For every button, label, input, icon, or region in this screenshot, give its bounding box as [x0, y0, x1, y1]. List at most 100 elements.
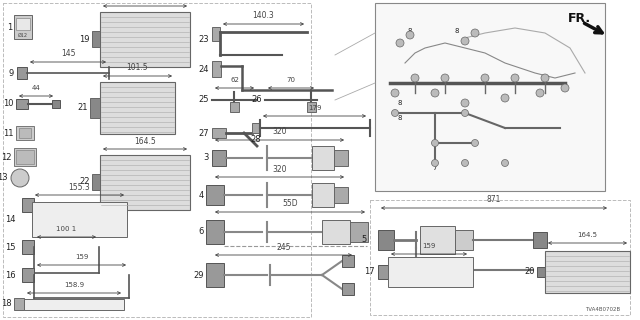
Bar	[206, 220, 224, 244]
Circle shape	[11, 169, 29, 187]
Bar	[19, 128, 31, 138]
Bar	[3, 3, 311, 317]
Text: 101.5: 101.5	[127, 63, 148, 73]
Text: 159: 159	[75, 254, 88, 260]
Bar	[342, 283, 354, 295]
Bar	[230, 102, 239, 112]
Bar	[17, 67, 27, 79]
Text: 13: 13	[0, 173, 8, 182]
Circle shape	[536, 89, 544, 97]
Text: 320: 320	[272, 164, 287, 173]
Text: 20: 20	[525, 268, 535, 276]
Circle shape	[396, 39, 404, 47]
Circle shape	[472, 140, 479, 147]
Circle shape	[561, 84, 569, 92]
Bar	[252, 123, 260, 133]
Text: 3: 3	[204, 154, 209, 163]
Text: 164.5: 164.5	[134, 137, 156, 146]
Text: 145: 145	[61, 50, 76, 59]
Bar	[32, 202, 127, 237]
Circle shape	[461, 159, 468, 166]
Bar	[100, 12, 190, 67]
Text: 44: 44	[31, 85, 40, 91]
Circle shape	[461, 109, 468, 116]
Text: 164.5: 164.5	[577, 232, 598, 238]
Bar	[545, 251, 630, 293]
Text: 6: 6	[198, 228, 204, 236]
Text: 245: 245	[276, 243, 291, 252]
Bar	[22, 268, 34, 282]
Bar	[14, 15, 32, 39]
Circle shape	[441, 74, 449, 82]
Bar	[334, 150, 348, 166]
Bar	[16, 150, 34, 164]
Bar	[206, 185, 224, 205]
Text: 1: 1	[7, 22, 12, 31]
Text: Ø12: Ø12	[18, 33, 28, 37]
Bar	[16, 99, 28, 109]
Bar	[212, 128, 226, 138]
Circle shape	[461, 99, 469, 107]
Text: 26: 26	[252, 95, 262, 105]
Circle shape	[431, 159, 438, 166]
Bar	[566, 10, 628, 48]
Circle shape	[502, 159, 509, 166]
Circle shape	[501, 94, 509, 102]
Bar	[533, 232, 547, 248]
Text: 100 1: 100 1	[56, 226, 77, 232]
Bar	[312, 146, 334, 170]
Circle shape	[392, 109, 399, 116]
Text: 140.3: 140.3	[253, 12, 275, 20]
Text: 70: 70	[287, 77, 296, 83]
Text: 155.3: 155.3	[68, 182, 90, 191]
Text: 158.9: 158.9	[64, 282, 84, 288]
Bar	[334, 187, 348, 203]
Text: 18: 18	[1, 300, 12, 308]
Text: 8: 8	[455, 28, 460, 34]
Bar	[16, 126, 34, 140]
Bar	[14, 148, 36, 166]
Bar	[342, 255, 354, 267]
Text: 24: 24	[198, 66, 209, 75]
Bar	[212, 61, 221, 77]
Circle shape	[391, 89, 399, 97]
Bar	[307, 102, 316, 112]
Bar	[212, 27, 220, 41]
Text: 320: 320	[272, 127, 287, 137]
Bar	[206, 263, 224, 287]
Bar	[16, 18, 30, 30]
Circle shape	[431, 89, 439, 97]
Bar	[375, 3, 605, 191]
Bar	[388, 257, 473, 287]
Bar	[455, 230, 473, 250]
Text: 27: 27	[198, 129, 209, 138]
Text: FR.: FR.	[568, 12, 591, 25]
Text: 14: 14	[6, 214, 16, 223]
Text: 10: 10	[3, 100, 14, 108]
Text: 5: 5	[362, 236, 367, 244]
Text: 28: 28	[250, 135, 260, 145]
Text: 15: 15	[6, 243, 16, 252]
Bar	[100, 82, 175, 134]
Bar	[378, 265, 388, 279]
Text: 17: 17	[364, 268, 375, 276]
Bar	[370, 200, 630, 315]
Text: 62: 62	[230, 77, 239, 83]
Bar	[322, 220, 350, 244]
Bar	[52, 100, 60, 108]
Text: 16: 16	[5, 270, 16, 279]
Text: 19: 19	[79, 35, 90, 44]
Text: 4: 4	[199, 190, 204, 199]
Text: 8: 8	[408, 28, 412, 34]
Text: 164.5: 164.5	[134, 0, 156, 3]
Circle shape	[481, 74, 489, 82]
Bar	[14, 298, 24, 310]
Text: 179: 179	[308, 105, 321, 111]
Bar	[212, 150, 226, 166]
Bar	[22, 240, 34, 254]
Text: 7: 7	[433, 165, 437, 171]
Circle shape	[431, 140, 438, 147]
Bar	[92, 31, 100, 47]
Text: TVA4B0702B: TVA4B0702B	[585, 307, 620, 312]
Text: 871: 871	[487, 196, 501, 204]
